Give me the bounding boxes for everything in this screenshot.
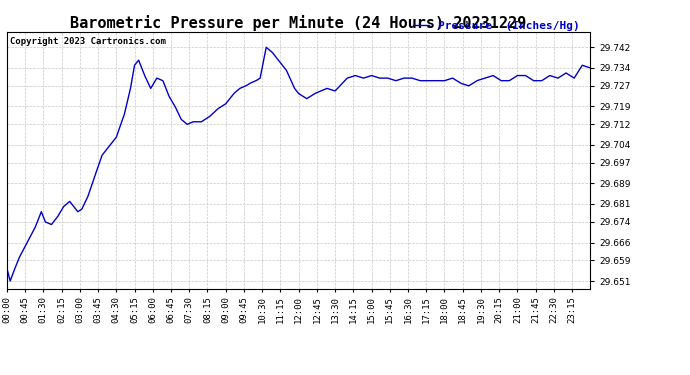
Pressure  (Inches/Hg): [390, 78, 398, 82]
Pressure  (Inches/Hg): [586, 66, 594, 70]
Line: Pressure  (Inches/Hg): Pressure (Inches/Hg): [7, 47, 590, 281]
Pressure  (Inches/Hg): [6, 279, 14, 283]
Text: Copyright 2023 Cartronics.com: Copyright 2023 Cartronics.com: [10, 37, 166, 46]
Title: Barometric Pressure per Minute (24 Hours) 20231229: Barometric Pressure per Minute (24 Hours…: [70, 15, 526, 31]
Pressure  (Inches/Hg): [466, 83, 474, 87]
Pressure  (Inches/Hg): [198, 119, 206, 123]
Pressure  (Inches/Hg): [119, 117, 127, 121]
Legend: Pressure  (Inches/Hg): Pressure (Inches/Hg): [408, 17, 584, 36]
Pressure  (Inches/Hg): [518, 73, 526, 78]
Pressure  (Inches/Hg): [3, 266, 11, 270]
Pressure  (Inches/Hg): [132, 60, 141, 64]
Pressure  (Inches/Hg): [262, 45, 270, 50]
